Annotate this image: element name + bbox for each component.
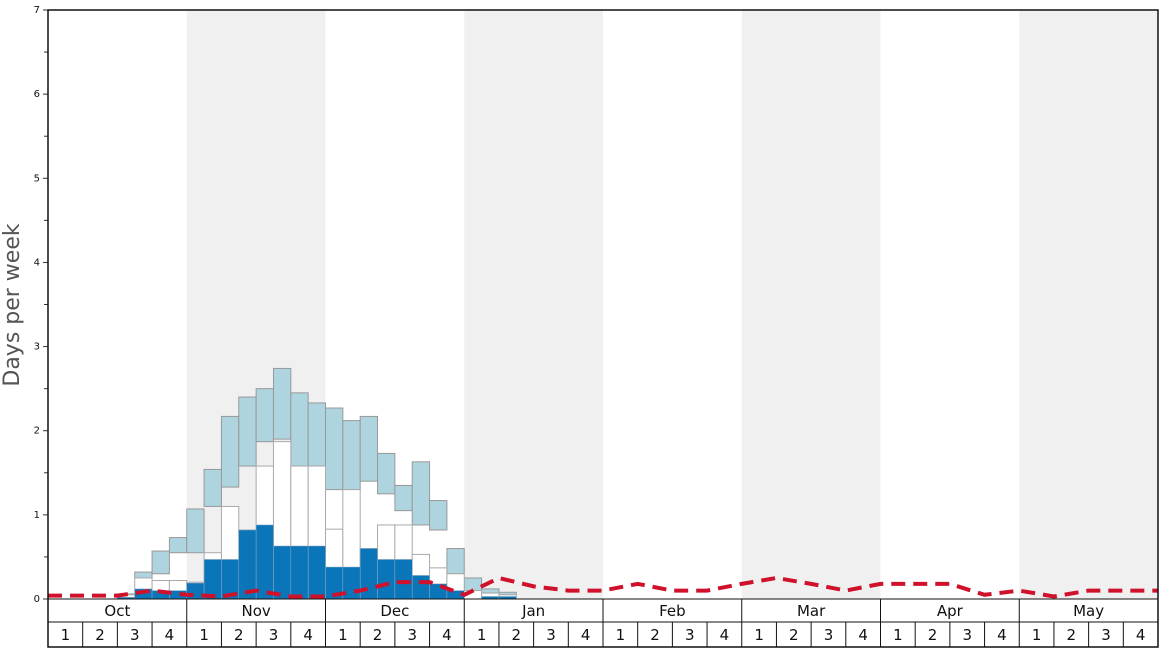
range-box [359, 415, 379, 482]
y-axis-label: Days per week [0, 223, 25, 386]
week-label: 1 [61, 626, 71, 644]
month-band [464, 10, 603, 599]
y-tick-label: 5 [34, 173, 40, 184]
month-label: Nov [241, 602, 270, 620]
week-label: 1 [338, 626, 348, 644]
week-label: 1 [616, 626, 626, 644]
y-tick-label: 4 [34, 257, 40, 268]
week-label: 3 [546, 626, 556, 644]
y-tick-label: 6 [34, 89, 40, 100]
month-band [1019, 10, 1158, 599]
bar [411, 575, 430, 600]
week-label: 4 [720, 626, 730, 644]
range-box [290, 392, 309, 467]
month-label: Oct [104, 602, 130, 620]
month-label: Feb [659, 602, 686, 620]
week-label: 1 [477, 626, 487, 644]
bar [290, 545, 309, 600]
week-label: 3 [407, 626, 417, 644]
y-tick-label: 0 [34, 594, 40, 605]
week-label: 4 [581, 626, 591, 644]
week-label: 4 [858, 626, 868, 644]
week-label: 2 [373, 626, 383, 644]
range-box [272, 367, 292, 440]
bar [273, 545, 292, 600]
week-label: 2 [789, 626, 799, 644]
average-line [48, 575, 1158, 599]
range-box [377, 452, 396, 495]
range-box [446, 548, 465, 575]
week-label: 2 [95, 626, 105, 644]
range-box [186, 508, 205, 554]
bar [238, 529, 257, 600]
week-label: 2 [928, 626, 938, 644]
range-box [203, 468, 222, 507]
week-label: 2 [650, 626, 660, 644]
week-label: 3 [962, 626, 972, 644]
week-label: 4 [1136, 626, 1146, 644]
bar [377, 559, 396, 600]
week-label: 4 [165, 626, 175, 644]
range-box [394, 484, 413, 512]
month-label: May [1073, 602, 1104, 620]
bar [255, 524, 274, 600]
bar [307, 545, 326, 600]
week-label: 4 [997, 626, 1007, 644]
week-label: 1 [754, 626, 764, 644]
range-box [238, 396, 257, 467]
y-tick-label: 1 [34, 510, 40, 521]
week-label: 2 [512, 626, 522, 644]
range-box [411, 461, 431, 526]
y-tick-label: 3 [34, 342, 40, 353]
month-label: Apr [937, 602, 964, 620]
range-box [255, 388, 274, 443]
bar [203, 559, 222, 600]
week-label: 4 [303, 626, 313, 644]
week-label: 1 [1032, 626, 1042, 644]
range-box [481, 588, 500, 594]
week-label: 2 [234, 626, 244, 644]
range-box [325, 407, 344, 491]
range-box [463, 577, 483, 592]
range-box [220, 415, 240, 488]
week-label: 1 [199, 626, 209, 644]
week-label: 2 [1067, 626, 1077, 644]
range-box [342, 420, 361, 491]
week-label: 1 [893, 626, 903, 644]
week-label: 3 [130, 626, 140, 644]
y-tick-label: 7 [34, 5, 40, 16]
range-box [151, 550, 170, 575]
week-label: 3 [685, 626, 695, 644]
range-box [168, 537, 188, 554]
month-band [741, 10, 881, 599]
week-label: 3 [1101, 626, 1111, 644]
range-box [134, 571, 153, 579]
range-box [429, 500, 448, 531]
week-label: 3 [269, 626, 279, 644]
month-label: Dec [380, 602, 409, 620]
bar [394, 559, 413, 600]
range-box [307, 402, 326, 467]
month-label: Mar [797, 602, 826, 620]
month-label: Jan [521, 602, 545, 620]
week-label: 4 [442, 626, 452, 644]
y-tick-label: 2 [34, 426, 40, 437]
week-label: 3 [824, 626, 834, 644]
